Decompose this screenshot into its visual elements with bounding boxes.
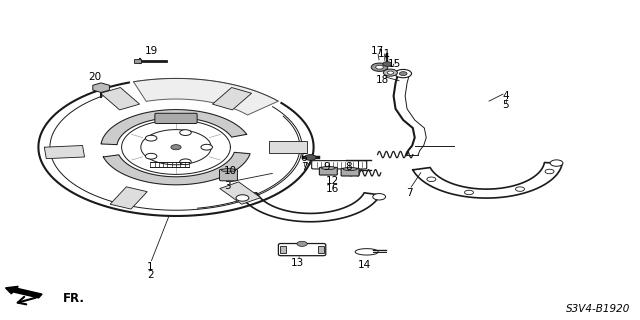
Polygon shape bbox=[44, 146, 84, 159]
Bar bbox=[318, 246, 324, 253]
Text: S3V4-B1920: S3V4-B1920 bbox=[566, 304, 630, 314]
Polygon shape bbox=[413, 163, 563, 198]
Circle shape bbox=[399, 72, 407, 76]
Circle shape bbox=[180, 159, 191, 165]
FancyBboxPatch shape bbox=[278, 244, 326, 256]
Polygon shape bbox=[269, 141, 307, 153]
Circle shape bbox=[180, 130, 191, 135]
Circle shape bbox=[383, 69, 397, 76]
Text: 4: 4 bbox=[502, 91, 509, 101]
Text: 11: 11 bbox=[378, 49, 390, 60]
Ellipse shape bbox=[343, 167, 357, 171]
Text: 9: 9 bbox=[323, 162, 330, 172]
Circle shape bbox=[387, 71, 394, 74]
Text: 3: 3 bbox=[224, 180, 230, 191]
Text: 15: 15 bbox=[388, 59, 401, 69]
Polygon shape bbox=[100, 87, 140, 110]
FancyBboxPatch shape bbox=[341, 168, 359, 176]
Circle shape bbox=[395, 69, 412, 78]
Circle shape bbox=[550, 160, 563, 166]
Polygon shape bbox=[134, 78, 278, 115]
FancyBboxPatch shape bbox=[319, 167, 337, 175]
Text: 2: 2 bbox=[147, 270, 154, 280]
Text: 6: 6 bbox=[301, 153, 307, 164]
Polygon shape bbox=[101, 110, 246, 145]
Circle shape bbox=[297, 241, 307, 246]
Circle shape bbox=[516, 187, 525, 191]
Text: 8: 8 bbox=[346, 162, 352, 172]
Circle shape bbox=[376, 65, 383, 69]
Text: 1: 1 bbox=[147, 262, 154, 272]
FancyBboxPatch shape bbox=[155, 113, 197, 124]
Text: 7: 7 bbox=[406, 188, 413, 198]
Text: FR.: FR. bbox=[63, 292, 84, 305]
Circle shape bbox=[145, 135, 157, 141]
Polygon shape bbox=[220, 182, 260, 204]
Text: 7: 7 bbox=[301, 162, 307, 172]
Polygon shape bbox=[104, 152, 250, 185]
FancyBboxPatch shape bbox=[220, 169, 237, 181]
Polygon shape bbox=[212, 87, 252, 110]
Circle shape bbox=[545, 169, 554, 174]
Text: 16: 16 bbox=[326, 184, 339, 194]
Polygon shape bbox=[6, 286, 42, 298]
Circle shape bbox=[372, 194, 385, 200]
Text: 14: 14 bbox=[358, 260, 371, 270]
Circle shape bbox=[305, 155, 316, 160]
Bar bbox=[134, 59, 141, 63]
Ellipse shape bbox=[321, 166, 335, 170]
FancyBboxPatch shape bbox=[312, 161, 367, 169]
Bar bbox=[280, 246, 286, 253]
Polygon shape bbox=[241, 193, 380, 222]
Ellipse shape bbox=[221, 169, 236, 172]
Text: 18: 18 bbox=[376, 75, 389, 85]
Text: 10: 10 bbox=[224, 166, 237, 176]
Circle shape bbox=[145, 153, 157, 159]
Circle shape bbox=[383, 62, 392, 66]
Circle shape bbox=[465, 190, 474, 195]
Circle shape bbox=[371, 63, 388, 71]
Circle shape bbox=[201, 144, 212, 150]
Text: 13: 13 bbox=[291, 258, 304, 268]
Text: 17: 17 bbox=[371, 46, 384, 56]
Text: 5: 5 bbox=[502, 100, 509, 110]
Text: 19: 19 bbox=[145, 46, 158, 56]
Circle shape bbox=[427, 177, 436, 181]
Polygon shape bbox=[110, 187, 147, 209]
Text: 12: 12 bbox=[326, 176, 339, 186]
Circle shape bbox=[171, 145, 181, 150]
Circle shape bbox=[236, 195, 249, 201]
Text: 20: 20 bbox=[88, 72, 101, 82]
